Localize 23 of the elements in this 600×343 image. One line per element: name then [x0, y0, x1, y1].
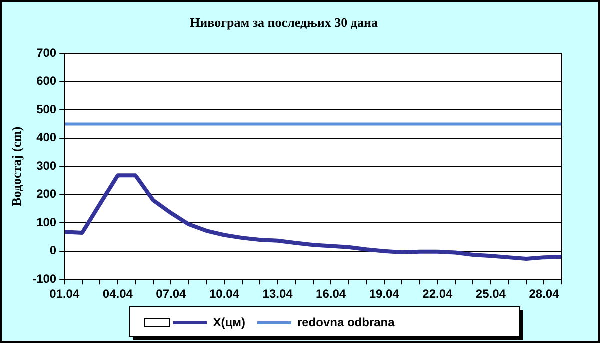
y-tick-label: 0 [50, 244, 57, 258]
y-axis-title: Водостај (cm) [9, 126, 24, 206]
x-tick-label: 04.04 [102, 287, 134, 302]
x-tick-label: 01.04 [50, 287, 80, 302]
x-tick-label: 19.04 [369, 287, 400, 302]
y-tick-label: 600 [36, 74, 57, 88]
x-tick-label: 07.04 [156, 287, 187, 302]
x-tick-label: 28.04 [529, 287, 560, 302]
y-tick-label: -100 [32, 272, 57, 286]
x-tick-label: 22.04 [422, 287, 453, 302]
chart-title: Нивограм за последњих 30 дана [190, 15, 378, 30]
y-tick-label: 300 [36, 158, 57, 173]
x-tick-label: 13.04 [262, 287, 294, 302]
legend-label: X(цм) [213, 315, 246, 330]
x-tick-label: 16.04 [316, 287, 346, 302]
y-tick-label: 700 [36, 46, 57, 60]
legend-label: redovna odbrana [297, 315, 396, 330]
y-tick-label: 100 [36, 215, 57, 230]
y-tick-label: 400 [36, 130, 57, 145]
y-tick-label: 200 [36, 187, 57, 202]
y-tick-label: 500 [36, 102, 57, 116]
x-tick-label: 10.04 [209, 287, 240, 302]
x-tick-label: 25.04 [476, 287, 506, 302]
